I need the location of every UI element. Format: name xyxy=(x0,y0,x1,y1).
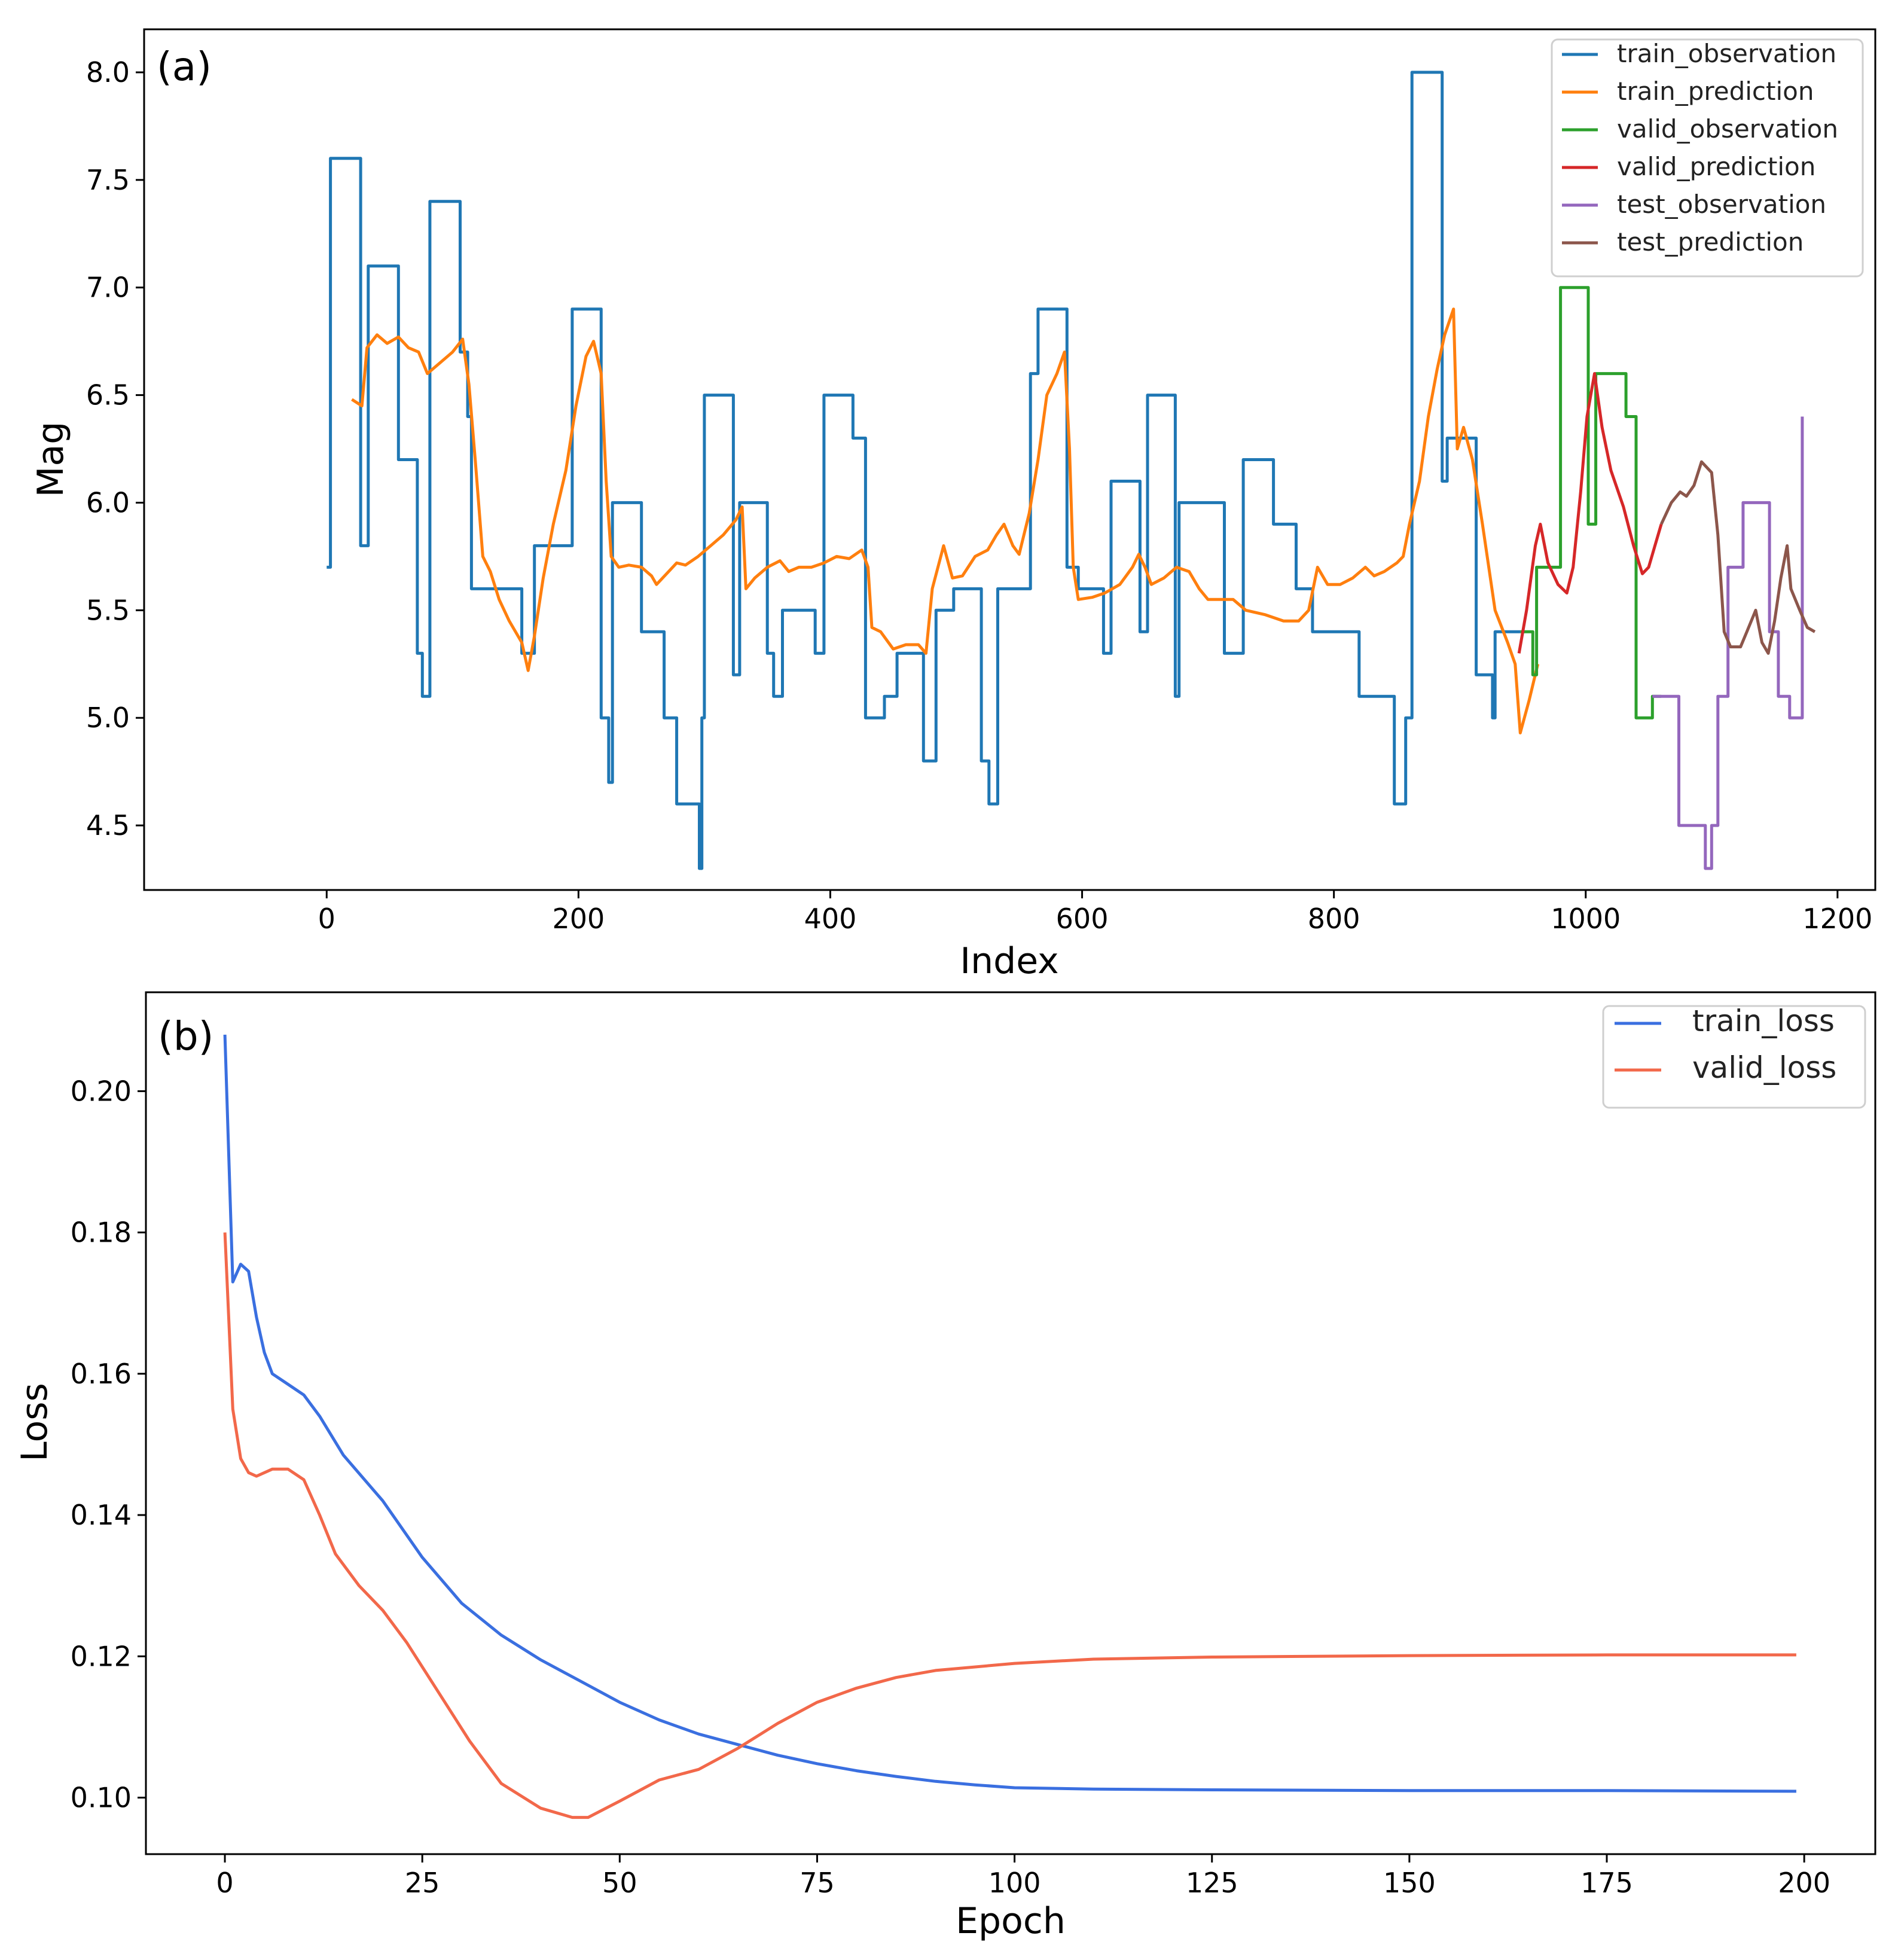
panel-b-y-tick-label: 0.18 xyxy=(71,1217,132,1249)
panel-b-legend-label-valid-loss: valid_loss xyxy=(1692,1050,1836,1085)
panel-a-legend-label-valid-prediction: valid_prediction xyxy=(1617,152,1815,181)
panel-b-legend-box xyxy=(1602,1005,1866,1109)
panel-a-mag-chart: (a) 0 200 400 600 800 1000 1200 4.5 5.0 5.5 6.0 6.… xyxy=(30,28,1876,982)
panel-b-x-tick-label: 100 xyxy=(988,1867,1041,1899)
panel-a-series-line-valid-observation xyxy=(1520,286,1662,720)
panel-b-x-tick-label: 175 xyxy=(1580,1867,1633,1899)
panel-a-legend-label-valid-observation: valid_observation xyxy=(1617,114,1838,144)
panel-a-y-tick-label: 6.0 xyxy=(86,486,130,519)
panel-a-legend-label-train-observation: train_observation xyxy=(1617,39,1836,68)
panel-a-label: (a) xyxy=(157,44,212,90)
panel-a-x-tick-label: 200 xyxy=(552,903,605,935)
panel-a-y-tick-label: 4.5 xyxy=(86,809,130,842)
panel-b-x-tick-label: 150 xyxy=(1383,1867,1436,1899)
panel-b-x-axis-label: Epoch xyxy=(956,1900,1066,1942)
panel-b-x-tick-label: 0 xyxy=(216,1867,233,1899)
panel-b-y-tick-label: 0.10 xyxy=(71,1782,132,1814)
panel-a-y-tick-label: 7.5 xyxy=(86,164,130,196)
panel-a-y-tick-label: 6.5 xyxy=(86,379,130,411)
panel-b-x-tick-label: 75 xyxy=(800,1867,835,1899)
panel-a-series-line-test-observation xyxy=(1652,416,1804,870)
panel-a-x-tick-label: 1200 xyxy=(1802,903,1872,935)
panel-b-label: (b) xyxy=(158,1013,213,1059)
panel-a-y-tick-label: 7.0 xyxy=(86,272,130,304)
panel-b-y-tick-label: 0.20 xyxy=(71,1075,132,1107)
panel-b-x-tick-label: 125 xyxy=(1186,1867,1238,1899)
panel-b-series-line-train-loss xyxy=(223,1034,1796,1793)
panel-a-x-tick-label: 400 xyxy=(804,903,857,935)
panel-a-x-tick-label: 600 xyxy=(1056,903,1109,935)
panel-b-x-tick-label: 50 xyxy=(602,1867,637,1899)
panel-a-series-line-valid-prediction xyxy=(1517,372,1663,654)
panel-b-legend: train_loss valid_loss xyxy=(1602,1004,1866,1109)
panel-a-series-line-test-prediction xyxy=(1659,460,1816,655)
panel-a-legend-label-train-prediction: train_prediction xyxy=(1617,77,1814,106)
panel-b-series-line-valid-loss xyxy=(223,1232,1796,1819)
panel-b-x-tick-label: 25 xyxy=(405,1867,440,1899)
panel-b-series-group xyxy=(223,1034,1796,1819)
panel-b-legend-items: train_loss valid_loss xyxy=(1615,1004,1836,1085)
panel-a-x-tick-label: 0 xyxy=(318,903,335,935)
panel-b-y-ticks: 0.10 0.12 0.14 0.16 0.18 0.20 xyxy=(71,1075,146,1814)
panel-a-y-tick-label: 8.0 xyxy=(86,56,130,89)
panel-a-x-tick-label: 800 xyxy=(1308,903,1360,935)
panel-b-x-ticks: 0 25 50 75 100 125 150 175 200 xyxy=(216,1854,1830,1899)
panel-a-x-tick-label: 1000 xyxy=(1551,903,1621,935)
panel-a-x-axis-label: Index xyxy=(960,940,1058,982)
panel-b-loss-chart: (b) 0 25 50 75 100 125 150 175 200 0.100.120.140… xyxy=(14,991,1876,1942)
panel-b-y-tick-label: 0.16 xyxy=(71,1358,132,1390)
panel-b-y-tick-label: 0.12 xyxy=(71,1640,132,1672)
panel-a-y-tick-label: 5.5 xyxy=(86,594,130,626)
panel-b-legend-label-train-loss: train_loss xyxy=(1692,1004,1835,1038)
panel-a-legend-label-test-observation: test_observation xyxy=(1617,190,1826,219)
panel-a-legend-items: train_observation train_prediction valid_o… xyxy=(1562,39,1838,257)
panel-b-y-axis-label: Loss xyxy=(14,1383,56,1462)
panel-b-y-tick-label: 0.14 xyxy=(71,1499,132,1531)
panel-b-axes-frame xyxy=(145,991,1876,1855)
panel-a-legend: train_observation train_prediction valid_o… xyxy=(1551,38,1864,278)
panel-a-y-tick-label: 5.0 xyxy=(86,702,130,734)
panel-a-y-axis-label: Mag xyxy=(30,422,72,498)
panel-a-axes-frame xyxy=(143,28,1876,891)
panel-a-x-ticks: 0 200 400 600 800 1000 1200 xyxy=(318,890,1872,935)
panel-a-series-line-train-observation xyxy=(327,71,1521,870)
panel-b-x-tick-label: 200 xyxy=(1778,1867,1830,1899)
panel-a-series-group xyxy=(327,71,1816,870)
panel-a-legend-box xyxy=(1551,38,1864,278)
panel-a-series-line-train-prediction xyxy=(351,307,1540,734)
panel-a-y-ticks: 4.5 5.0 5.5 6.0 6.5 7.0 7.5 8.0 xyxy=(86,56,144,842)
panel-a-legend-label-test-prediction: test_prediction xyxy=(1617,227,1804,257)
